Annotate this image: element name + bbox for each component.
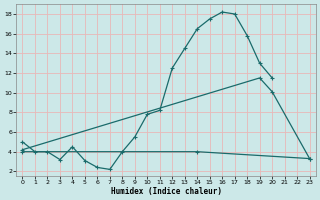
X-axis label: Humidex (Indice chaleur): Humidex (Indice chaleur) (110, 187, 221, 196)
